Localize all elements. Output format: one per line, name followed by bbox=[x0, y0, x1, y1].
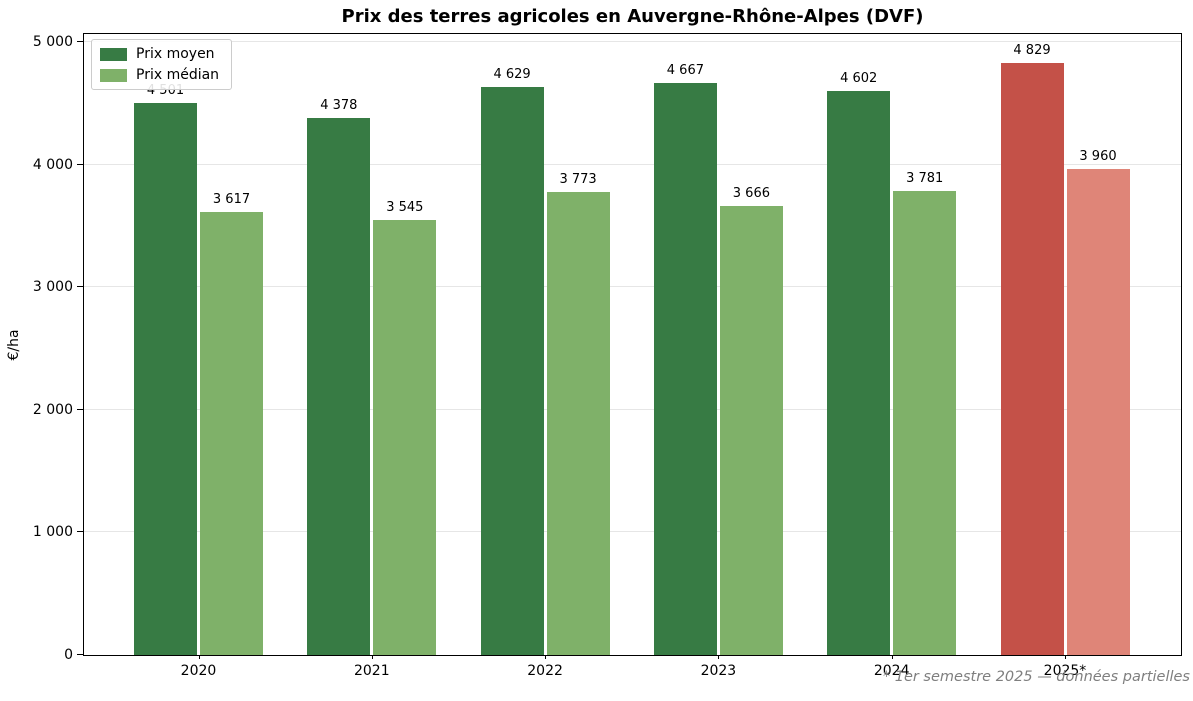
bar-value-label: 3 545 bbox=[386, 200, 424, 216]
bar-2022-median bbox=[546, 192, 610, 655]
gridline bbox=[84, 163, 1181, 165]
bar-value-label: 3 617 bbox=[212, 191, 251, 207]
x-tick-label: 2025* bbox=[1043, 663, 1087, 679]
legend-entry: Prix médian bbox=[100, 67, 219, 83]
y-tick-mark bbox=[77, 408, 84, 410]
gridline bbox=[84, 40, 1181, 42]
bar-2025*-median bbox=[1066, 169, 1130, 655]
gridline bbox=[84, 408, 1181, 410]
gridline bbox=[84, 286, 1181, 288]
x-tick-mark bbox=[891, 655, 893, 659]
bar-2023-moyen bbox=[653, 82, 717, 655]
x-tick-mark bbox=[1065, 655, 1066, 659]
bar-value-label: 3 773 bbox=[559, 172, 597, 188]
bar-2025*-moyen bbox=[1000, 62, 1064, 655]
chart-title: Prix des terres agricoles en Auvergne-Rh… bbox=[341, 6, 924, 27]
bar-value-label: 4 829 bbox=[1013, 42, 1051, 58]
bar-value-label: 4 629 bbox=[493, 67, 531, 83]
y-axis-label: €/ha bbox=[6, 329, 22, 361]
bar-value-label: 3 666 bbox=[732, 185, 770, 201]
bar-value-label: 4 602 bbox=[840, 70, 878, 86]
x-tick-label: 2021 bbox=[353, 663, 390, 679]
x-tick-label: 2023 bbox=[700, 663, 737, 679]
bar-value-label: 3 781 bbox=[906, 171, 944, 187]
y-tick-mark bbox=[77, 163, 84, 165]
x-tick-mark bbox=[371, 655, 373, 659]
plot-area: Prix moyen Prix médian 0 1 000 2 000 3 000 4 … bbox=[33, 33, 1182, 679]
y-tick-label: 1 000 bbox=[32, 524, 73, 541]
y-tick-mark bbox=[77, 531, 84, 533]
x-tick-label: 2024 bbox=[873, 663, 910, 679]
legend-label: Prix médian bbox=[136, 67, 220, 83]
bar-2021-median bbox=[373, 220, 437, 655]
bar-2021-moyen bbox=[307, 118, 371, 655]
gridline bbox=[84, 531, 1181, 533]
bar-value-label: 4 667 bbox=[666, 62, 704, 78]
legend-label: Prix moyen bbox=[136, 46, 215, 62]
bar-2024-median bbox=[893, 191, 957, 655]
x-tick-mark bbox=[718, 655, 720, 659]
x-tick-mark bbox=[198, 655, 200, 659]
bar-2023-median bbox=[719, 205, 783, 655]
y-tick-label: 5 000 bbox=[32, 33, 73, 50]
y-tick-label: 0 bbox=[64, 647, 73, 663]
y-tick-mark bbox=[77, 40, 84, 42]
footnote: * 1er semestre 2025 — données partielles bbox=[882, 669, 1190, 685]
y-tick-label: 4 000 bbox=[32, 156, 73, 173]
bar-value-label: 3 960 bbox=[1079, 149, 1117, 165]
bar-2020-moyen bbox=[134, 103, 197, 655]
y-tick-mark bbox=[77, 654, 84, 655]
bar-2020-median bbox=[200, 211, 263, 655]
legend-swatch bbox=[100, 68, 127, 82]
x-tick-label: 2022 bbox=[527, 663, 563, 679]
bar-2022-moyen bbox=[480, 87, 544, 655]
bar-value-label: 4 378 bbox=[320, 98, 358, 114]
bar-2024-moyen bbox=[827, 90, 891, 655]
legend: Prix moyen Prix médian bbox=[91, 39, 233, 90]
x-tick-label: 2020 bbox=[180, 663, 217, 679]
y-tick-label: 3 000 bbox=[32, 279, 73, 296]
y-tick-mark bbox=[77, 286, 84, 288]
legend-entry: Prix moyen bbox=[100, 46, 219, 62]
x-tick-mark bbox=[545, 655, 547, 659]
legend-swatch bbox=[100, 47, 127, 61]
y-tick-label: 2 000 bbox=[32, 401, 73, 418]
